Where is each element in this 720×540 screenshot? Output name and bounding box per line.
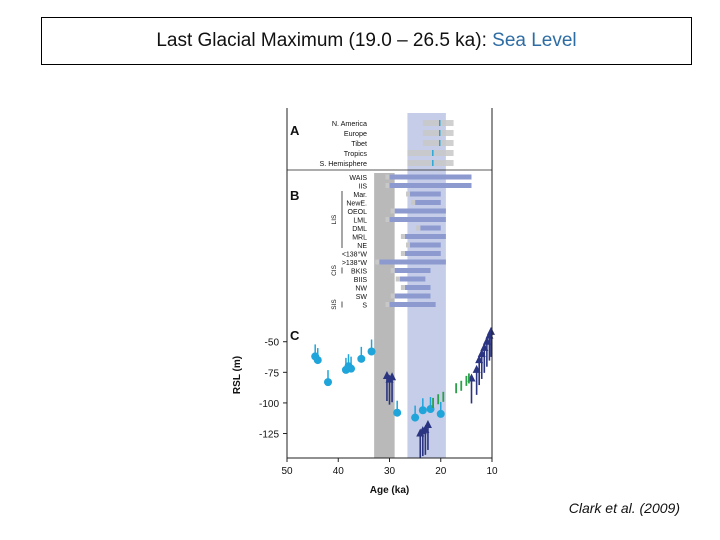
panel-b-label: <138°W — [342, 251, 368, 259]
panel-b-bar — [379, 259, 446, 265]
panel-a-label: N. America — [332, 119, 367, 128]
panel-b-label: IIS — [358, 184, 367, 191]
x-tick-label: 40 — [333, 466, 345, 477]
panel-b-bar — [394, 293, 431, 299]
data-point-circle — [436, 409, 445, 418]
data-point-circle — [347, 364, 356, 373]
y-axis-label: RSL (m) — [232, 356, 243, 394]
panel-a-label: Europe — [344, 129, 367, 138]
data-point-circle — [418, 406, 427, 415]
panel-b-bar-cap — [390, 293, 395, 299]
panel-b-bar-cap — [406, 191, 410, 197]
panel-a-bar — [407, 150, 454, 156]
panel-a-bar — [422, 130, 454, 136]
panel-b-label: LML — [353, 218, 367, 225]
panel-b-bar — [389, 217, 446, 222]
panel-b-bar — [410, 191, 441, 197]
panel-b-bar-cap — [390, 268, 395, 273]
x-tick-label: 30 — [384, 466, 396, 477]
group-label: LIS — [331, 214, 338, 224]
panel-a-label: Tibet — [351, 139, 367, 148]
panel-a-label: S. Hemisphere — [319, 159, 367, 168]
panel-b-bar — [394, 268, 431, 273]
panel-b-bar-cap — [411, 200, 416, 205]
panel-b-bar-cap — [395, 276, 400, 282]
panel-b-bar — [389, 183, 472, 188]
panel-b-bar — [404, 234, 446, 239]
panel-a-bar — [407, 160, 454, 166]
panel-b-bar-cap — [375, 259, 380, 265]
title-main: Last Glacial Maximum (19.0 – 26.5 ka): — [156, 30, 487, 51]
panel-b-bar — [404, 285, 431, 290]
panel-b-bar — [389, 174, 472, 180]
panel-b-bar — [420, 225, 441, 231]
data-point-circle — [313, 356, 322, 365]
x-axis-label: Age (ka) — [370, 485, 409, 496]
data-point-circle — [393, 408, 402, 417]
panel-b-label: NE — [357, 243, 367, 250]
y-tick-label: -125 — [259, 430, 279, 441]
panel-b-bar — [410, 242, 441, 248]
title-accent: Sea Level — [492, 30, 577, 51]
panel-b-bar — [404, 251, 441, 256]
y-tick-label: -75 — [265, 368, 280, 379]
group-label: CIS — [331, 264, 338, 276]
data-point-circle — [367, 347, 376, 356]
data-point-triangle — [388, 372, 397, 381]
panel-b-bar — [394, 208, 446, 214]
data-point-circle — [357, 354, 366, 363]
panel-b-label: Mar. — [353, 192, 367, 199]
panel-b-label: >138°W — [342, 259, 368, 267]
panel-a-bar — [422, 140, 454, 146]
data-point-circle — [411, 413, 420, 422]
panel-b-label: SW — [356, 294, 368, 301]
panel-b-label: DML — [352, 226, 367, 233]
panel-b-bar-cap — [390, 208, 395, 214]
panel-letter-b: B — [290, 188, 299, 203]
panel-letter-c: C — [290, 328, 300, 343]
panel-b-bar-cap — [400, 285, 405, 290]
panel-b-label: WAIS — [349, 175, 367, 182]
panel-b-label: NW — [355, 286, 367, 293]
y-tick-label: -50 — [265, 338, 280, 349]
panel-b-bar — [415, 200, 441, 205]
panel-b-bar-cap — [385, 217, 390, 222]
x-tick-label: 50 — [281, 466, 293, 477]
panel-a-bar — [422, 120, 454, 126]
panel-b-label: OEOL — [348, 209, 368, 216]
panel-b-label: MRL — [352, 235, 367, 242]
panel-a-label: Tropics — [344, 149, 368, 158]
y-tick-label: -100 — [259, 399, 279, 410]
panel-b-bar-cap — [385, 174, 390, 180]
panel-b-bar-cap — [406, 242, 410, 248]
panel-b-label: BIIS — [354, 277, 368, 284]
x-tick-label: 20 — [435, 466, 447, 477]
panel-b-bar — [389, 302, 436, 307]
panel-b-label: NewE. — [346, 201, 367, 208]
panel-b-bar-cap — [385, 302, 390, 307]
panel-b-label: BKIS — [351, 269, 367, 276]
panel-b-bar-cap — [400, 251, 405, 256]
data-point-triangle — [486, 326, 495, 335]
slide-title: Last Glacial Maximum (19.0 – 26.5 ka): S… — [41, 17, 692, 65]
panel-b-bar-cap — [400, 234, 405, 239]
x-tick-label: 10 — [486, 466, 498, 477]
panel-letter-a: A — [290, 123, 300, 138]
data-point-circle — [324, 378, 332, 387]
panel-b-bar-cap — [416, 225, 421, 231]
group-label: SIS — [331, 299, 338, 310]
gray-band — [374, 173, 395, 458]
panel-b-bar-cap — [385, 183, 390, 188]
panel-b-bar — [399, 276, 426, 282]
panel-b-label: S — [362, 303, 367, 310]
data-point-triangle — [423, 419, 432, 428]
citation: Clark et al. (2009) — [568, 500, 680, 516]
